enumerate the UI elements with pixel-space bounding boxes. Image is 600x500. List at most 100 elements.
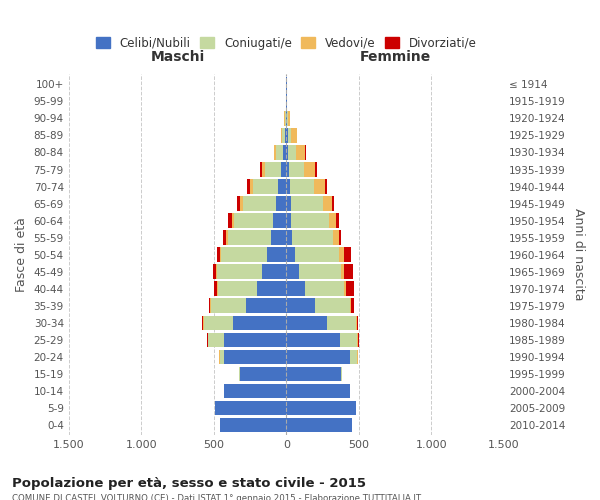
Bar bbox=[265, 162, 281, 176]
Bar bbox=[286, 111, 287, 126]
Bar bbox=[325, 180, 327, 194]
Bar bbox=[234, 214, 273, 228]
Bar bbox=[286, 230, 292, 245]
Bar bbox=[226, 230, 227, 245]
Bar bbox=[274, 145, 276, 160]
Bar bbox=[208, 332, 224, 347]
Bar bbox=[213, 264, 216, 279]
Bar bbox=[224, 332, 286, 347]
Bar bbox=[247, 180, 250, 194]
Bar bbox=[240, 366, 286, 381]
Bar bbox=[276, 145, 283, 160]
Bar bbox=[339, 230, 341, 245]
Bar bbox=[358, 332, 359, 347]
Bar bbox=[221, 248, 268, 262]
Bar bbox=[346, 282, 355, 296]
Bar bbox=[253, 180, 278, 194]
Bar bbox=[217, 282, 218, 296]
Bar bbox=[316, 298, 350, 313]
Bar bbox=[286, 264, 299, 279]
Bar bbox=[240, 196, 243, 211]
Bar bbox=[211, 298, 245, 313]
Bar bbox=[296, 145, 305, 160]
Bar bbox=[237, 196, 240, 211]
Bar bbox=[286, 332, 340, 347]
Bar bbox=[337, 214, 339, 228]
Bar bbox=[218, 282, 257, 296]
Bar bbox=[278, 180, 286, 194]
Text: Femmine: Femmine bbox=[359, 50, 431, 64]
Bar bbox=[287, 111, 288, 126]
Text: Popolazione per età, sesso e stato civile - 2015: Popolazione per età, sesso e stato civil… bbox=[12, 478, 366, 490]
Bar bbox=[262, 162, 265, 176]
Bar bbox=[250, 180, 253, 194]
Bar bbox=[290, 180, 314, 194]
Bar bbox=[286, 400, 356, 415]
Bar bbox=[292, 230, 334, 245]
Bar bbox=[339, 248, 344, 262]
Bar bbox=[286, 128, 288, 142]
Bar bbox=[341, 264, 344, 279]
Bar bbox=[316, 162, 317, 176]
Bar bbox=[290, 196, 323, 211]
Bar bbox=[233, 316, 286, 330]
Bar bbox=[286, 180, 290, 194]
Bar bbox=[228, 214, 232, 228]
Bar bbox=[289, 145, 296, 160]
Bar bbox=[314, 180, 325, 194]
Bar bbox=[217, 248, 220, 262]
Bar bbox=[283, 145, 286, 160]
Bar bbox=[209, 298, 211, 313]
Bar bbox=[262, 264, 286, 279]
Bar bbox=[286, 145, 289, 160]
Bar bbox=[288, 111, 290, 126]
Bar bbox=[292, 214, 329, 228]
Legend: Celibi/Nubili, Coniugati/e, Vedovi/e, Divorziati/e: Celibi/Nubili, Coniugati/e, Vedovi/e, Di… bbox=[92, 33, 480, 53]
Bar bbox=[340, 332, 358, 347]
Text: Maschi: Maschi bbox=[151, 50, 205, 64]
Bar bbox=[286, 366, 341, 381]
Bar bbox=[350, 350, 358, 364]
Text: COMUNE DI CASTEL VOLTURNO (CE) - Dati ISTAT 1° gennaio 2015 - Elaborazione TUTTI: COMUNE DI CASTEL VOLTURNO (CE) - Dati IS… bbox=[12, 494, 421, 500]
Bar bbox=[203, 316, 233, 330]
Bar bbox=[220, 418, 286, 432]
Bar bbox=[202, 316, 203, 330]
Bar bbox=[288, 128, 290, 142]
Bar bbox=[245, 298, 286, 313]
Bar bbox=[329, 214, 337, 228]
Bar bbox=[227, 230, 271, 245]
Bar bbox=[286, 282, 305, 296]
Bar bbox=[344, 282, 346, 296]
Bar bbox=[284, 111, 285, 126]
Bar bbox=[286, 350, 350, 364]
Bar bbox=[220, 350, 224, 364]
Y-axis label: Fasce di età: Fasce di età bbox=[15, 217, 28, 292]
Bar bbox=[295, 248, 339, 262]
Bar bbox=[305, 282, 344, 296]
Bar bbox=[276, 196, 286, 211]
Bar bbox=[282, 128, 285, 142]
Bar bbox=[273, 214, 286, 228]
Bar bbox=[327, 316, 356, 330]
Bar bbox=[268, 248, 286, 262]
Bar bbox=[232, 214, 234, 228]
Bar bbox=[214, 282, 217, 296]
Bar bbox=[216, 264, 217, 279]
Bar bbox=[286, 384, 350, 398]
Bar bbox=[286, 418, 352, 432]
Bar bbox=[344, 264, 353, 279]
Bar bbox=[334, 230, 339, 245]
Bar bbox=[224, 350, 286, 364]
Bar bbox=[223, 230, 226, 245]
Bar bbox=[286, 298, 316, 313]
Bar bbox=[215, 400, 286, 415]
Bar bbox=[220, 248, 221, 262]
Bar bbox=[286, 316, 327, 330]
Bar bbox=[323, 196, 332, 211]
Bar bbox=[257, 282, 286, 296]
Bar bbox=[207, 332, 208, 347]
Bar bbox=[344, 248, 351, 262]
Bar bbox=[356, 316, 358, 330]
Bar bbox=[260, 162, 262, 176]
Bar bbox=[285, 128, 286, 142]
